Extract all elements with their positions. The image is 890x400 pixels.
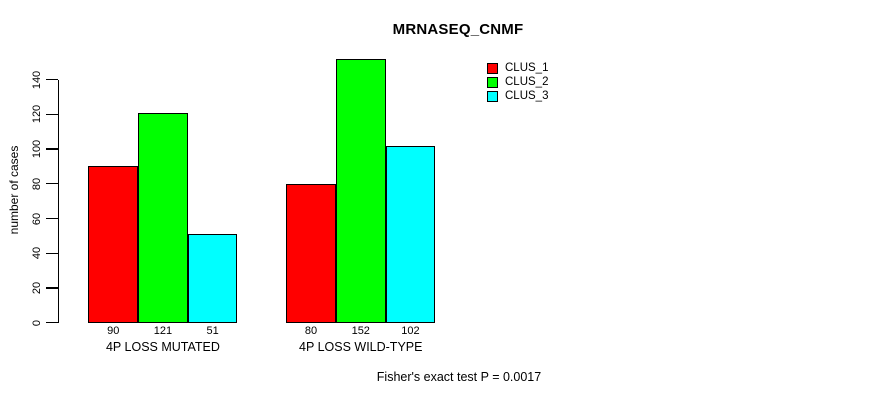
y-axis-tick xyxy=(46,252,58,254)
y-axis-tick xyxy=(46,148,58,150)
y-axis-tick xyxy=(46,113,58,116)
bar-clus_1 xyxy=(88,166,139,323)
bar-value-label: 102 xyxy=(401,325,420,337)
bar-value-label: 90 xyxy=(107,325,120,337)
legend-item: CLUS_1 xyxy=(487,61,549,74)
legend-label: CLUS_3 xyxy=(505,89,549,102)
legend-swatch-clus_2 xyxy=(487,77,498,88)
y-axis-tick-label: 20 xyxy=(31,281,43,295)
y-axis-tick-label: 80 xyxy=(31,177,43,190)
legend-swatch-clus_1 xyxy=(487,63,498,74)
bar-value-label: 51 xyxy=(206,325,219,337)
legend-label: CLUS_2 xyxy=(505,75,549,88)
y-axis-tick xyxy=(46,183,58,185)
y-axis-tick xyxy=(46,217,58,220)
chart-title: MRNASEQ_CNMF xyxy=(392,21,524,38)
legend-item: CLUS_3 xyxy=(487,89,549,102)
legend-label: CLUS_1 xyxy=(505,61,549,74)
y-axis-tick-label: 120 xyxy=(31,105,43,124)
y-axis-tick xyxy=(46,287,58,289)
x-category-label: 4P LOSS MUTATED xyxy=(105,340,220,354)
bar-clus_3 xyxy=(385,145,436,323)
bar-clus_2 xyxy=(138,112,188,323)
bar-clus_3 xyxy=(187,234,238,323)
annotation-text: Fisher's exact test P = 0.0017 xyxy=(376,370,542,384)
bar-clus_1 xyxy=(286,183,336,323)
legend: CLUS_1 CLUS_2 CLUS_3 xyxy=(487,61,549,102)
y-axis-tick-label: 140 xyxy=(31,70,43,89)
bar-value-label: 80 xyxy=(304,325,318,337)
bar-value-label: 121 xyxy=(153,325,173,337)
y-axis-line xyxy=(58,79,60,323)
bar-value-label: 152 xyxy=(351,325,370,337)
bar-clus_2 xyxy=(335,58,386,323)
y-axis-tick xyxy=(46,322,58,324)
legend-swatch-clus_3 xyxy=(487,91,498,102)
y-axis-tick-label: 40 xyxy=(31,247,43,260)
y-axis-tick xyxy=(46,78,58,81)
y-axis-tick-label: 0 xyxy=(31,319,43,326)
legend-item: CLUS_2 xyxy=(487,75,549,88)
x-category-label: 4P LOSS WILD-TYPE xyxy=(299,340,423,354)
y-axis-tick-label: 60 xyxy=(31,212,43,225)
y-axis-tick-label: 100 xyxy=(31,139,43,159)
